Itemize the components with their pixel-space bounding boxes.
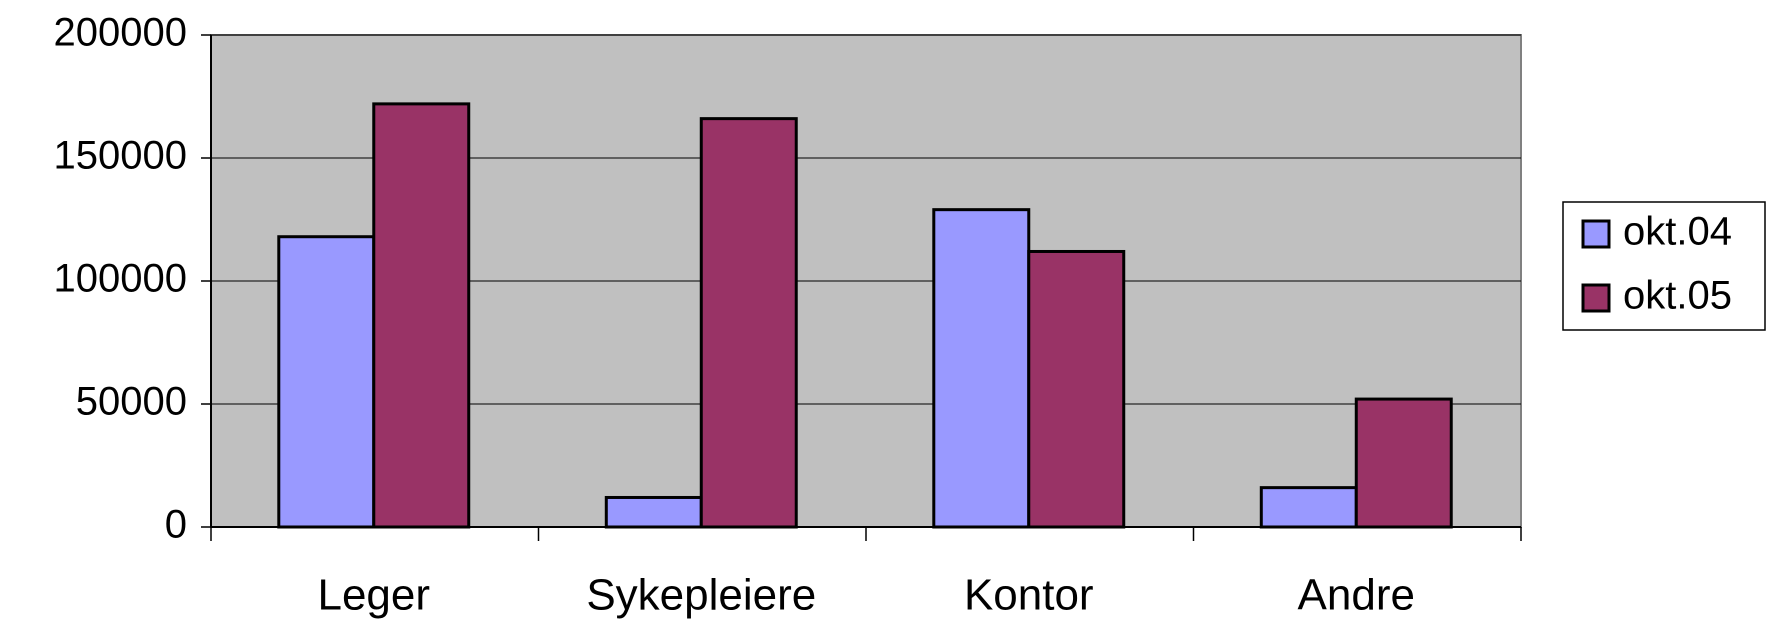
legend-marker — [1581, 219, 1611, 249]
bar — [604, 495, 703, 529]
bar — [1354, 397, 1453, 529]
bar — [277, 235, 376, 529]
bar — [699, 117, 798, 529]
bar — [1027, 249, 1126, 529]
y-tick-label: 200000 — [54, 11, 187, 55]
legend-label: okt.04 — [1623, 210, 1732, 254]
x-tick-label: Kontor — [964, 571, 1094, 620]
y-tick-label: 0 — [165, 503, 187, 547]
bar — [932, 208, 1031, 529]
bar — [1259, 486, 1358, 529]
x-tick-label: Sykepleiere — [586, 571, 816, 620]
y-tick-label: 150000 — [54, 134, 187, 178]
y-tick-label: 50000 — [76, 380, 187, 424]
y-tick-label: 100000 — [54, 257, 187, 301]
legend-marker — [1581, 283, 1611, 313]
x-tick-label: Andre — [1298, 571, 1415, 620]
x-tick-label: Leger — [317, 571, 430, 620]
bar — [372, 102, 471, 529]
legend-label: okt.05 — [1623, 274, 1732, 318]
